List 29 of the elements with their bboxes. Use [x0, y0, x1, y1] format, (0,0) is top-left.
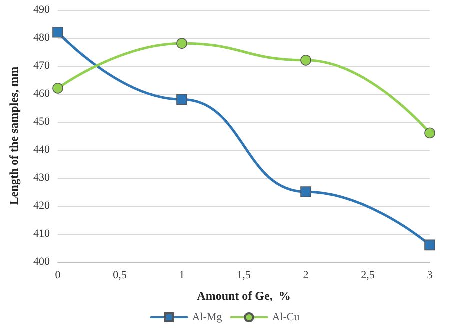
- point: [52, 83, 64, 94]
- legend-label: Al-Cu: [272, 312, 300, 324]
- x-tick-label: 0,5: [113, 270, 128, 282]
- point: [176, 38, 188, 49]
- y-tick-label: 460: [34, 88, 50, 100]
- y-tick-label: 420: [34, 200, 50, 212]
- point: [300, 55, 312, 66]
- point: [300, 186, 312, 198]
- x-tick-label: 0: [55, 270, 62, 282]
- y-tick-label: 410: [34, 228, 50, 240]
- y-tick-label: 440: [34, 144, 50, 156]
- x-tick-label: 2,5: [361, 270, 376, 282]
- y-tick-label: 400: [34, 256, 50, 268]
- legend-label: Al-Mg: [192, 312, 223, 324]
- point: [424, 240, 436, 251]
- x-tick-label: 1,5: [237, 270, 252, 282]
- y-tick-label: 480: [34, 32, 50, 44]
- x-axis-title: Amount of Ge, %: [197, 289, 291, 303]
- y-tick-label: 490: [34, 4, 50, 16]
- point: [176, 94, 188, 105]
- x-tick-label: 3: [427, 270, 434, 282]
- y-tick-label: 430: [34, 172, 50, 184]
- y-tick-label: 450: [34, 116, 50, 128]
- y-tick-label: 470: [34, 60, 50, 72]
- x-tick-label: 2: [303, 270, 309, 282]
- point: [52, 27, 64, 38]
- x-tick-label: 1: [179, 270, 185, 282]
- y-axis-title: Length of the samples, mm: [7, 66, 21, 206]
- point: [424, 128, 436, 139]
